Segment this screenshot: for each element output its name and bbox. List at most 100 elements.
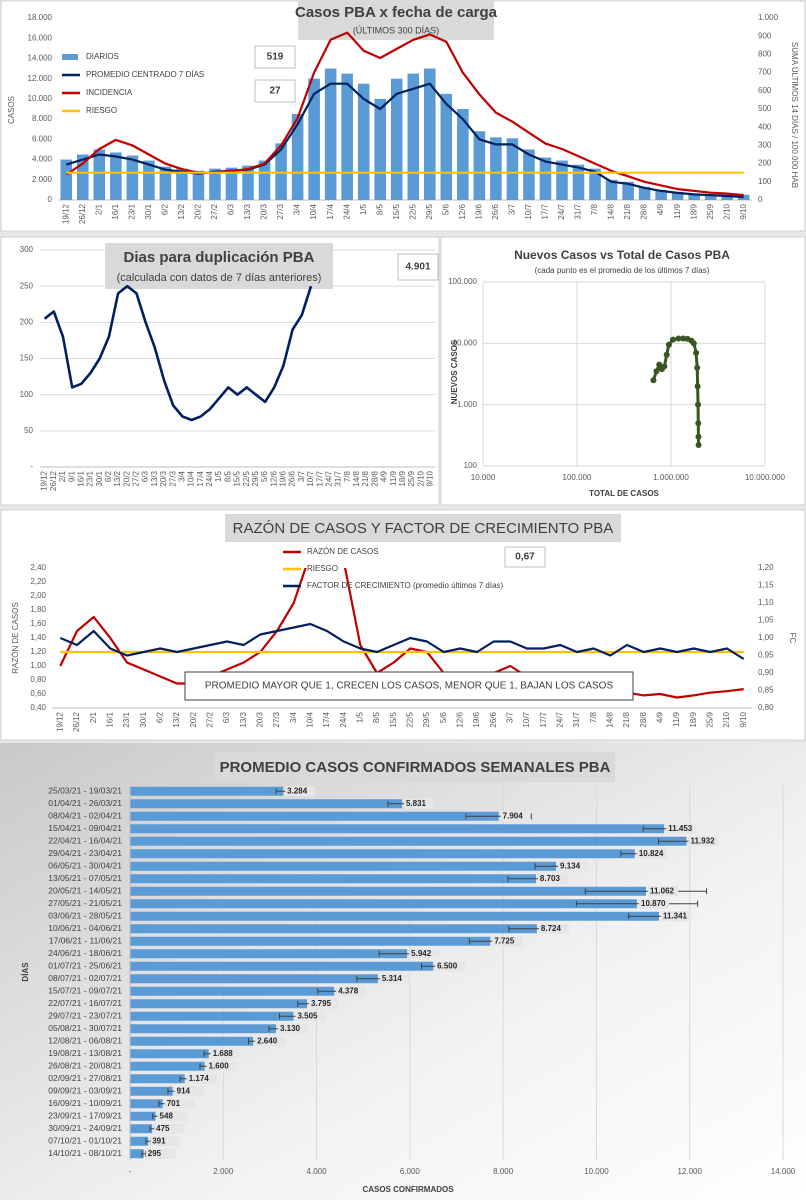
- x-tick-label: 10.000: [584, 1167, 609, 1176]
- bar: [93, 149, 106, 200]
- y-tick-label: 8.000: [32, 114, 53, 123]
- y-tick-label: 06/05/21 - 30/04/21: [48, 861, 122, 871]
- x-tick-label: 17/7: [539, 711, 548, 727]
- y-tick-label: 15/07/21 - 09/07/21: [48, 986, 122, 996]
- y2-axis-title: FC: [788, 633, 797, 644]
- value-label-bg: [150, 1136, 181, 1147]
- y-tick-label: 300: [20, 245, 34, 254]
- x-tick-label: 19/12: [61, 203, 70, 224]
- x-tick-label: 1.000.000: [653, 473, 689, 482]
- value-label: 1.174: [189, 1074, 210, 1083]
- legend-label: RIESGO: [86, 106, 117, 115]
- x-tick-label: 13/2: [172, 711, 181, 727]
- x-tick-label: 9/10: [739, 203, 748, 219]
- y-tick-label: 15/04/21 - 09/04/21: [48, 823, 122, 833]
- bar: [130, 1099, 163, 1109]
- y-tick-label: 0: [758, 195, 763, 204]
- y-tick-label: 150: [20, 354, 34, 363]
- value-label: 391: [152, 1136, 166, 1145]
- y-tick-label: 07/10/21 - 01/10/21: [48, 1136, 122, 1146]
- y-tick-label: 18.000: [28, 13, 53, 22]
- line-series: [59, 622, 745, 660]
- x-tick-label: 19/6: [279, 470, 288, 486]
- value-label-bg: [558, 861, 589, 872]
- x-tick-label: 7/8: [590, 203, 599, 215]
- x-tick-label: 12.000: [677, 1167, 702, 1176]
- y-tick-label: 08/04/21 - 02/04/21: [48, 811, 122, 821]
- value-label: 3.130: [280, 1024, 301, 1033]
- value-box-text: 0,67: [515, 552, 535, 563]
- bar: [130, 861, 557, 871]
- bar: [473, 131, 486, 200]
- bar: [622, 181, 634, 200]
- x-tick-label: 19/6: [472, 711, 481, 727]
- y-tick-label: 26/08/21 - 20/08/21: [48, 1061, 122, 1071]
- x-tick-label: 17/4: [326, 203, 335, 219]
- value-label-bg: [295, 1011, 326, 1022]
- y-tick-label: 29/04/21 - 23/04/21: [48, 848, 122, 858]
- y-tick-label: 1,40: [30, 633, 46, 642]
- connector: [694, 352, 699, 368]
- x-tick-label: 25/9: [705, 711, 714, 727]
- y-tick-label: 30/09/21 - 24/09/21: [48, 1123, 122, 1133]
- x-tick-label: 11/9: [389, 470, 398, 486]
- y-tick-label: 250: [20, 281, 34, 290]
- y-tick-label: 2,20: [30, 577, 46, 586]
- value-label-bg: [164, 1098, 195, 1109]
- bar: [130, 1061, 205, 1071]
- title-box: [298, 0, 494, 40]
- y-tick-label: 100: [464, 461, 478, 470]
- y-tick-label: 0,80: [758, 703, 774, 712]
- y-tick-label: 1,00: [758, 633, 774, 642]
- x-tick-label: 23/1: [86, 470, 95, 486]
- x-tick-label: 14.000: [771, 1167, 796, 1176]
- legend-label: RAZÓN DE CASOS: [307, 547, 379, 556]
- x-tick-label: 27/2: [210, 203, 219, 219]
- y-tick-label: 500: [758, 104, 772, 113]
- bar: [130, 811, 499, 821]
- panel: [440, 236, 806, 506]
- value-label: 8.703: [540, 874, 561, 883]
- value-label: 914: [177, 1086, 191, 1095]
- bar: [737, 194, 750, 200]
- y-tick-label: 1.000: [758, 13, 779, 22]
- value-label-bg: [639, 898, 670, 909]
- connector: [665, 344, 671, 356]
- x-tick-label: 12/6: [458, 203, 467, 219]
- x-tick-label: 2/1: [89, 711, 98, 723]
- value-label: 475: [156, 1124, 170, 1133]
- chart-title: RAZÓN DE CASOS Y FACTOR DE CRECIMIENTO P…: [233, 520, 614, 537]
- value-label-bg: [666, 823, 697, 834]
- x-tick-label: 26/6: [489, 711, 498, 727]
- x-tick-label: 24/7: [555, 711, 564, 727]
- x-tick-label: 20/2: [122, 470, 131, 486]
- x-tick-label: 1/5: [355, 711, 364, 723]
- legend-label: FACTOR DE CRECIMIENTO (promedio últimos …: [307, 581, 504, 590]
- bar: [110, 152, 122, 200]
- value-label-bg: [154, 1123, 185, 1134]
- value-box: [397, 253, 439, 281]
- x-tick-label: 20/2: [189, 711, 198, 727]
- title-box: [215, 752, 615, 782]
- value-label: 11.062: [650, 886, 675, 895]
- bar: [424, 68, 436, 200]
- bar: [130, 886, 646, 896]
- value-label: 7.725: [494, 936, 515, 945]
- title-box: [225, 514, 621, 542]
- y-tick-label: 29/07/21 - 23/07/21: [48, 1011, 122, 1021]
- y-axis-title: NUEVOS CASOS: [450, 339, 459, 404]
- x-tick-label: 2/1: [58, 470, 67, 482]
- x-tick-label: 27/3: [276, 203, 285, 219]
- connector: [692, 342, 698, 354]
- y-tick-label: 23/09/21 - 17/09/21: [48, 1111, 122, 1121]
- connector: [662, 354, 669, 367]
- y-tick-label: 1,20: [758, 563, 774, 572]
- y-tick-label: 0,90: [758, 668, 774, 677]
- x-tick-label: 9/10: [739, 711, 748, 727]
- x-tick-label: 6.000: [400, 1167, 421, 1176]
- bar: [457, 109, 469, 200]
- chart-subtitle: (cada punto es el promedio de los último…: [535, 266, 710, 275]
- x-tick-label: 14/8: [605, 711, 614, 727]
- x-tick-label: 24/4: [339, 711, 348, 727]
- bar: [130, 986, 335, 996]
